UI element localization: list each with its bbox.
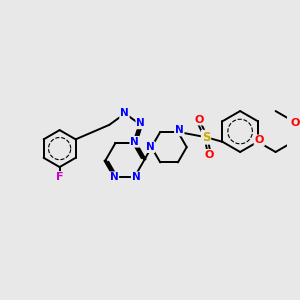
Text: N: N [110, 172, 118, 182]
Text: O: O [204, 150, 214, 160]
Text: O: O [255, 135, 264, 145]
Text: N: N [130, 137, 139, 147]
Text: N: N [136, 118, 145, 128]
Text: N: N [175, 125, 184, 136]
Text: S: S [202, 131, 210, 144]
Text: F: F [56, 172, 63, 182]
Text: O: O [290, 118, 299, 128]
Text: N: N [132, 172, 140, 182]
Text: N: N [146, 142, 154, 152]
Text: O: O [194, 115, 204, 124]
Text: N: N [120, 109, 129, 118]
